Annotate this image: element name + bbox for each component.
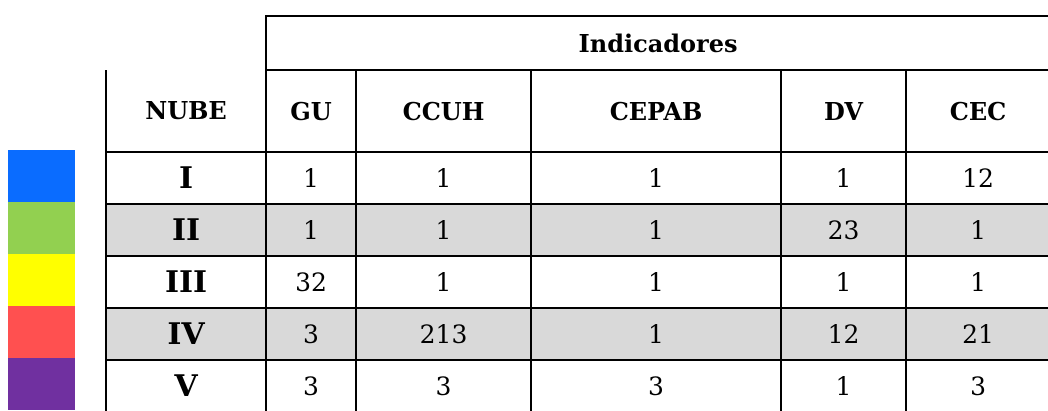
cell: 1: [780, 360, 906, 411]
cell: 3: [265, 308, 356, 361]
cell: 12: [780, 308, 906, 361]
color-swatch: [8, 358, 75, 410]
cell: 1: [265, 204, 356, 257]
row-label: I: [105, 152, 266, 205]
indicator-table: Indicadores NUBE GU CCUH CEPAB DV CEC I 1 1 1 1 12…: [105, 15, 1048, 411]
table-row: IV 3 213 1 12 21: [105, 308, 1048, 361]
cell: 3: [530, 360, 781, 411]
cell: 21: [904, 308, 1048, 361]
cell: 213: [355, 308, 531, 361]
cell: 1: [904, 256, 1048, 309]
cell: 12: [904, 152, 1048, 205]
blank-cell: [106, 16, 266, 70]
group-header: Indicadores: [264, 15, 1048, 71]
cell: 1: [530, 152, 781, 205]
column-header: DV: [780, 70, 906, 153]
cell: 1: [530, 308, 781, 361]
cell: 1: [780, 152, 906, 205]
column-header: CCUH: [355, 70, 531, 153]
color-swatch: [8, 254, 75, 306]
cell: 1: [355, 256, 531, 309]
column-header: NUBE: [105, 70, 266, 153]
color-legend: [8, 150, 75, 410]
table-row: III 32 1 1 1 1: [105, 256, 1048, 309]
cell: 3: [265, 360, 356, 411]
column-header: CEC: [904, 70, 1048, 153]
cell: 1: [355, 152, 531, 205]
cell: 1: [530, 204, 781, 257]
color-swatch: [8, 150, 75, 202]
color-swatch: [8, 202, 75, 254]
color-swatch: [8, 306, 75, 358]
row-label: V: [105, 360, 266, 411]
cell: 1: [780, 256, 906, 309]
row-label: II: [105, 204, 266, 257]
column-header: CEPAB: [530, 70, 781, 153]
cell: 1: [265, 152, 356, 205]
column-header: GU: [265, 70, 356, 153]
cell: 1: [530, 256, 781, 309]
cell: 3: [355, 360, 531, 411]
column-header-row: NUBE GU CCUH CEPAB DV CEC: [105, 70, 1048, 153]
table-row: I 1 1 1 1 12: [105, 152, 1048, 205]
row-label: III: [105, 256, 266, 309]
cell: 32: [265, 256, 356, 309]
cell: 3: [904, 360, 1048, 411]
row-label: IV: [105, 308, 266, 361]
cell: 1: [904, 204, 1048, 257]
cell: 1: [355, 204, 531, 257]
group-header-row: Indicadores: [106, 15, 1048, 71]
cell: 23: [780, 204, 906, 257]
table-row: II 1 1 1 23 1: [105, 204, 1048, 257]
table-body: I 1 1 1 1 12 II 1 1 1 23 1 III 32 1 1 1 1 IV 3 213 1 12 21 V 3 3 3 1…: [105, 152, 1048, 411]
